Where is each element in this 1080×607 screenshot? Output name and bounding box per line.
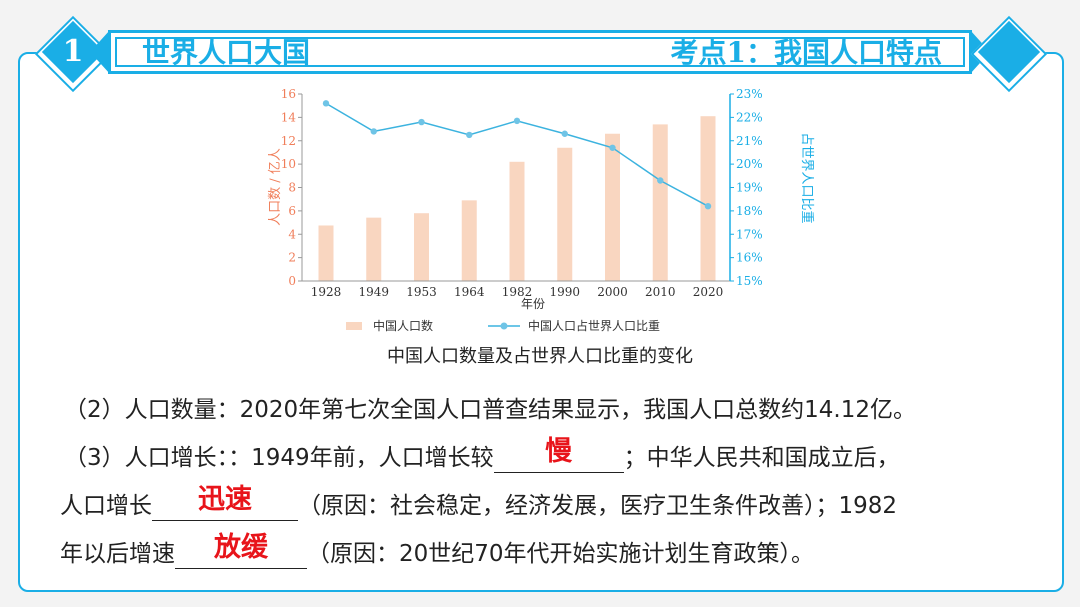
bar-1982 — [509, 161, 525, 281]
legend-line-marker — [500, 322, 508, 330]
share-point-1928 — [322, 100, 330, 107]
text-line-1: （2）人口数量：2020年第七次全国人口普查结果显示，我国人口总数约14.12亿… — [64, 395, 916, 425]
topic-title: 考点1：我国人口特点 — [670, 36, 942, 69]
growth-text-f: （原因：20世纪70年代开始实施计划生育政策）。 — [307, 541, 815, 567]
y-left-tick-label: 6 — [288, 204, 296, 218]
bar-1964 — [461, 200, 477, 281]
y-right-tick-label: 17% — [736, 227, 763, 241]
header-arrow-left — [90, 30, 110, 74]
y-right-tick-label: 22% — [736, 110, 763, 124]
text-line-3: 人口增长 迅速 （原因：社会稳定，经济发展，医疗卫生条件改善）；1982 — [60, 484, 898, 521]
answer-blank-2: 迅速 — [152, 484, 298, 521]
x-tick-label: 1982 — [502, 285, 533, 299]
share-point-1953 — [418, 118, 425, 126]
x-tick-label: 2000 — [597, 285, 628, 299]
y-left-tick-label: 16 — [281, 87, 296, 101]
bar-1990 — [557, 147, 573, 281]
share-point-1982 — [513, 117, 521, 125]
answer-blank-1: 慢 — [493, 436, 624, 473]
answer-blank-3: 放缓 — [175, 532, 307, 569]
legend-line-label: 中国人口占世界人口比重 — [528, 318, 660, 333]
y-left-tick-label: 12 — [281, 134, 296, 148]
bar-2000 — [605, 133, 620, 281]
y-axis-left-label: 人口数 / 亿人 — [268, 148, 283, 226]
share-point-2020 — [704, 203, 712, 210]
text-line-2: （3）人口增长：：1949年前，人口增长较 慢 ；中华人民共和国成立后， — [64, 436, 900, 473]
y-right-tick-label: 21% — [736, 134, 763, 148]
answer-rapid: 迅速 — [198, 484, 252, 515]
section-title: 世界人口大国 — [142, 36, 311, 69]
y-right-tick-label: 23% — [736, 87, 763, 101]
legend-bar-swatch — [346, 322, 362, 330]
answer-slowdown: 放缓 — [214, 532, 268, 563]
x-tick-label: 2010 — [645, 285, 676, 299]
bar-2020 — [700, 116, 716, 281]
answer-slow: 慢 — [545, 436, 573, 467]
y-left-tick-label: 8 — [288, 181, 296, 195]
x-tick-label: 2020 — [693, 285, 724, 299]
share-point-1964 — [466, 131, 473, 139]
share-point-2000 — [609, 144, 616, 151]
x-axis-label: 年份 — [521, 297, 545, 311]
x-tick-label: 1928 — [311, 285, 342, 299]
y-right-tick-label: 15% — [736, 274, 763, 288]
bar-2010 — [652, 124, 668, 281]
section-number: 1 — [62, 34, 84, 69]
y-right-tick-label: 16% — [736, 251, 763, 265]
y-left-tick-label: 14 — [281, 110, 297, 124]
growth-text-a: （3）人口增长：：1949年前，人口增长较 — [64, 445, 494, 471]
legend-bar-label: 中国人口数 — [373, 318, 433, 333]
bar-1953 — [414, 213, 429, 281]
y-right-tick-label: 20% — [736, 157, 763, 171]
bar-1949 — [366, 217, 382, 281]
bar-1928 — [318, 225, 334, 281]
y-axis-right-label: 占世界人口比重 — [799, 132, 815, 223]
population-chart: 0 2 4 6 8 10 12 14 16 15% 16% 17% 18% 19% 20% 21% 22% 23%… — [268, 87, 815, 333]
growth-text-e: 年以后增速 — [60, 541, 175, 567]
chart-caption: 中国人口数量及占世界人口比重的变化 — [387, 346, 693, 367]
x-tick-label: 1964 — [454, 285, 485, 299]
y-left-tick-label: 0 — [288, 274, 296, 288]
growth-text-d: （原因：社会稳定，经济发展，医疗卫生条件改善）；1982 — [298, 493, 898, 519]
y-left-tick-label: 10 — [281, 157, 296, 171]
growth-text-c: 人口增长 — [60, 493, 152, 519]
share-point-1949 — [370, 128, 377, 135]
quantity-text: （2）人口数量：2020年第七次全国人口普查结果显示，我国人口总数约14.12亿… — [64, 397, 917, 423]
share-point-1990 — [561, 130, 568, 137]
text-line-4: 年以后增速 放缓 （原因：20世纪70年代开始实施计划生育政策）。 — [60, 532, 815, 569]
y-right-tick-label: 19% — [736, 181, 763, 195]
share-point-2010 — [657, 177, 664, 184]
content-panel — [18, 52, 1064, 592]
x-tick-label: 1949 — [358, 285, 389, 299]
x-tick-label: 1990 — [549, 285, 580, 299]
growth-text-b: ；中华人民共和国成立后， — [623, 445, 900, 471]
x-tick-label: 1953 — [406, 285, 437, 299]
y-left-tick-label: 4 — [288, 227, 296, 241]
y-left-tick-label: 2 — [288, 251, 296, 265]
y-right-tick-label: 18% — [736, 204, 763, 218]
